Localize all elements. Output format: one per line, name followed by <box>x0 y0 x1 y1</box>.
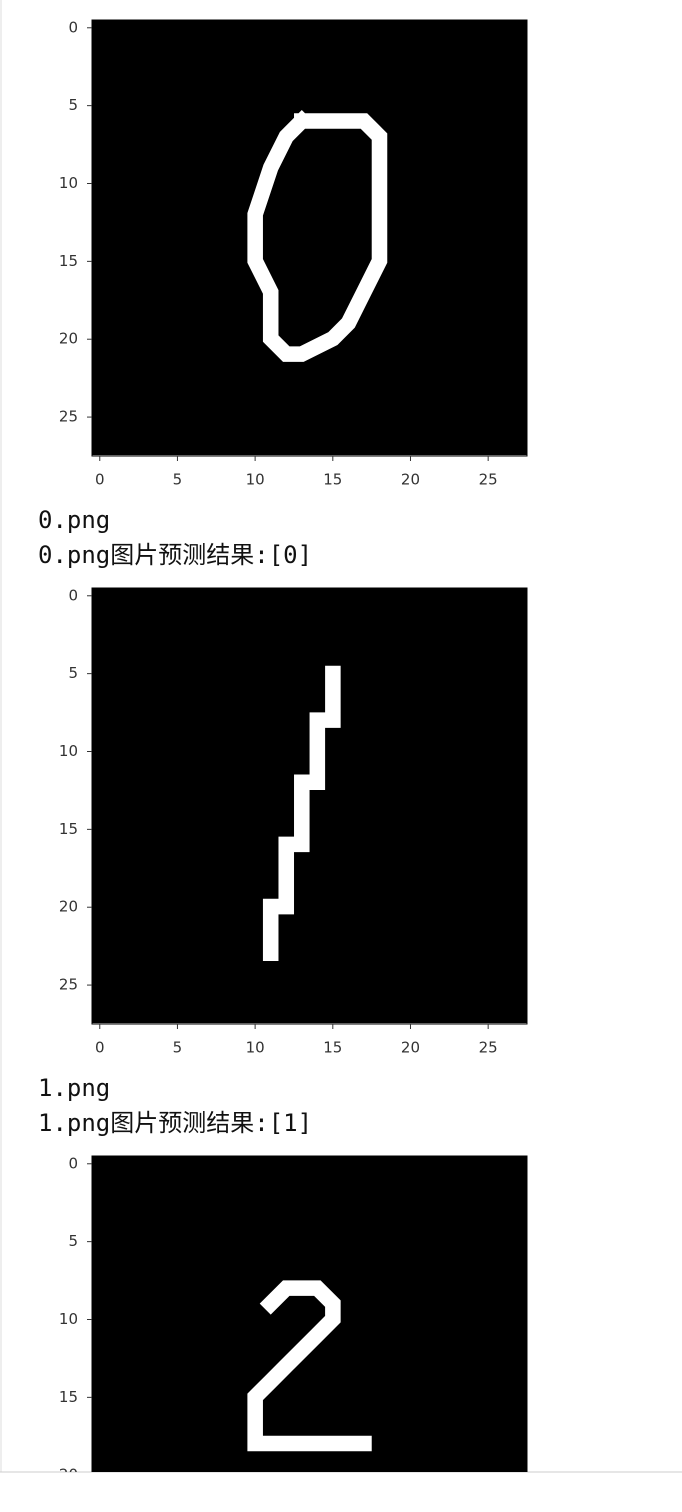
y-tick-label: 0 <box>68 586 78 604</box>
y-tick-label: 5 <box>68 96 78 114</box>
axes-frame <box>91 19 528 457</box>
y-tick-label: 25 <box>59 408 78 426</box>
x-tick-label: 10 <box>246 1039 265 1057</box>
y-tick-label: 10 <box>59 742 78 760</box>
x-tick-label: 15 <box>323 1039 342 1057</box>
output-text: 1.png图片预测结果:[1] <box>38 1109 312 1137</box>
y-tick-label: 5 <box>68 664 78 682</box>
y-tick-label: 20 <box>59 898 78 916</box>
x-tick-label: 20 <box>401 471 420 489</box>
y-tick-label: 0 <box>68 1154 78 1172</box>
y-tick-label: 15 <box>59 820 78 838</box>
y-tick-label: 20 <box>59 330 78 348</box>
x-tick-label: 25 <box>479 471 498 489</box>
image <box>92 1156 528 1472</box>
output-text: 0.png <box>38 506 110 534</box>
y-tick-label: 5 <box>68 1232 78 1250</box>
image <box>92 20 528 456</box>
outputs: 0 5 10 15 20 25 0 5 10 15 20 25 0.png 0.png图片预测结果:[0]… <box>38 18 528 1484</box>
x-tick-label: 20 <box>401 1039 420 1057</box>
y-tick-label: 10 <box>59 174 78 192</box>
x-tick-label: 0 <box>95 471 105 489</box>
axes-frame <box>91 587 528 1025</box>
x-tick-label: 15 <box>323 471 342 489</box>
y-tick-label: 20 <box>59 1466 78 1484</box>
x-tick-label: 5 <box>173 471 183 489</box>
axes-frame <box>91 1155 528 1472</box>
output-text: 0.png图片预测结果:[0] <box>38 541 312 569</box>
x-tick-label: 5 <box>173 1039 183 1057</box>
image <box>92 588 528 1024</box>
x-tick-label: 25 <box>479 1039 498 1057</box>
y-tick-label: 0 <box>68 18 78 36</box>
x-tick-label: 10 <box>246 471 265 489</box>
y-tick-label: 15 <box>59 252 78 270</box>
x-tick-label: 0 <box>95 1039 105 1057</box>
y-tick-label: 25 <box>59 976 78 994</box>
output-text: 1.png <box>38 1074 110 1102</box>
y-tick-label: 15 <box>59 1388 78 1406</box>
y-tick-label: 10 <box>59 1310 78 1328</box>
